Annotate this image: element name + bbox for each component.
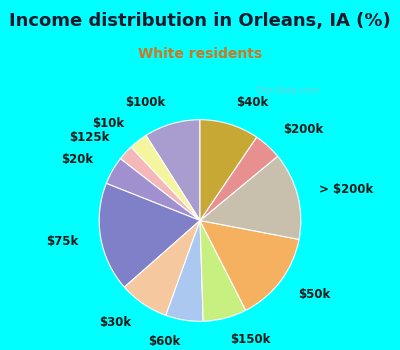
Text: $50k: $50k xyxy=(298,288,330,301)
Text: $60k: $60k xyxy=(148,335,181,349)
Wedge shape xyxy=(99,183,200,287)
Text: $100k: $100k xyxy=(126,96,166,109)
Wedge shape xyxy=(200,137,278,220)
Text: Income distribution in Orleans, IA (%): Income distribution in Orleans, IA (%) xyxy=(9,12,391,30)
Text: > $200k: > $200k xyxy=(319,183,373,196)
Text: $75k: $75k xyxy=(47,235,79,248)
Text: $30k: $30k xyxy=(99,316,131,329)
Wedge shape xyxy=(200,156,301,239)
Wedge shape xyxy=(200,120,257,220)
Wedge shape xyxy=(146,120,200,220)
Wedge shape xyxy=(120,147,200,220)
Wedge shape xyxy=(200,220,299,310)
Wedge shape xyxy=(166,220,203,321)
Wedge shape xyxy=(200,220,246,321)
Text: White residents: White residents xyxy=(138,47,262,61)
Wedge shape xyxy=(124,220,200,315)
Wedge shape xyxy=(106,159,200,220)
Text: $20k: $20k xyxy=(61,153,93,166)
Text: $150k: $150k xyxy=(230,333,271,346)
Text: $40k: $40k xyxy=(236,97,268,110)
Text: City-Data.com: City-Data.com xyxy=(256,86,320,95)
Text: $10k: $10k xyxy=(92,117,125,130)
Wedge shape xyxy=(131,135,200,220)
Text: $125k: $125k xyxy=(69,131,109,144)
Text: $200k: $200k xyxy=(283,123,323,136)
